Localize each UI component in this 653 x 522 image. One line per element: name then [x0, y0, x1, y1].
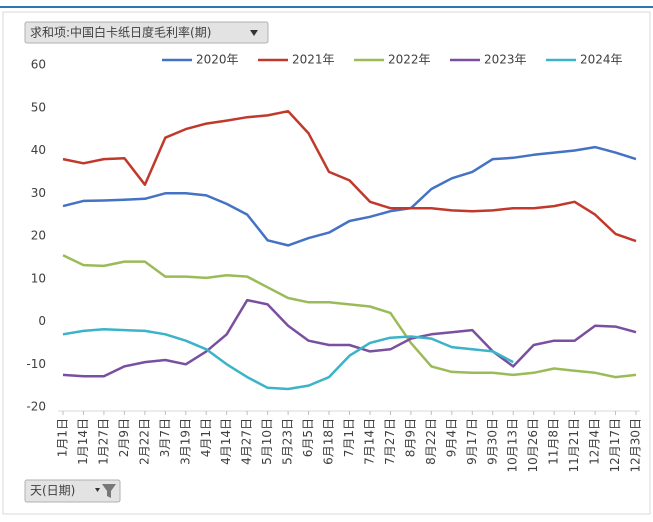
x-tick-label: 12月30日: [629, 418, 643, 473]
x-tick-label: 10月26日: [526, 418, 540, 473]
y-tick-label: -20: [26, 400, 46, 414]
x-tick-label: 1月1日: [56, 418, 70, 457]
x-tick-label: 3月7日: [158, 418, 172, 457]
value-field-button[interactable]: 求和项:中国白卡纸日度毛利率(期): [24, 21, 269, 44]
x-tick-label: 1月14日: [76, 418, 90, 465]
x-tick-label: 8月9日: [403, 418, 417, 457]
x-tick-label: 5月23日: [281, 418, 295, 465]
x-tick-label: 5月10日: [260, 418, 274, 465]
legend-label: 2021年: [292, 53, 335, 67]
x-tick-label: 7月27日: [383, 418, 397, 465]
x-tick-label: 4月1日: [199, 418, 213, 457]
x-tick-label: 11月8日: [547, 418, 561, 465]
chart-frame: [2, 11, 651, 515]
dropdown-arrow[interactable]: [95, 488, 100, 492]
x-tick-label: 9月17日: [465, 418, 479, 465]
series-line: [62, 298, 637, 378]
series-line: [62, 254, 637, 379]
x-tick-label: 6月18日: [322, 418, 336, 465]
y-tick-label: 0: [38, 314, 46, 328]
x-tick-label: 10月13日: [506, 418, 520, 473]
series-line: [62, 145, 637, 247]
y-tick-label: 20: [31, 229, 46, 243]
x-tick-label: 3月19日: [178, 418, 192, 465]
y-tick-label: 10: [31, 271, 46, 285]
legend-label: 2022年: [388, 53, 431, 67]
x-tick-label: 8月22日: [424, 418, 438, 465]
series-line: [62, 109, 637, 243]
dropdown-arrow[interactable]: [250, 30, 258, 36]
legend-label: 2020年: [196, 53, 239, 67]
series-line: [62, 327, 514, 391]
y-tick-label: 30: [31, 186, 46, 200]
button-box[interactable]: [24, 479, 121, 503]
y-tick-label: 50: [31, 100, 46, 114]
x-tick-label: 9月30日: [485, 418, 499, 465]
y-tick-label: 60: [31, 58, 46, 72]
x-tick-label: 11月21日: [567, 418, 581, 473]
x-tick-label: 7月1日: [342, 418, 356, 457]
y-tick-label: -10: [26, 357, 46, 371]
x-tick-label: 12月17日: [608, 418, 622, 473]
x-tick-label: 2月22日: [137, 418, 151, 465]
x-tick-label: 12月4日: [588, 418, 602, 465]
button-label[interactable]: 求和项:中国白卡纸日度毛利率(期): [30, 25, 211, 40]
button-box[interactable]: [24, 21, 269, 44]
legend-label: 2023年: [484, 53, 527, 67]
x-tick-label: 1月27日: [96, 418, 110, 465]
legend-label: 2024年: [580, 53, 623, 67]
x-tick-label: 2月9日: [117, 418, 131, 457]
axis-field-button[interactable]: 天(日期): [24, 479, 121, 503]
filter-icon[interactable]: [102, 484, 116, 498]
x-tick-label: 6月5日: [301, 418, 315, 457]
x-tick-label: 4月27日: [240, 418, 254, 465]
button-label[interactable]: 天(日期): [30, 484, 75, 498]
x-tick-label: 4月14日: [219, 418, 233, 465]
x-tick-label: 7月14日: [362, 418, 376, 465]
y-tick-label: 40: [31, 143, 46, 157]
x-tick-label: 9月4日: [444, 418, 458, 457]
